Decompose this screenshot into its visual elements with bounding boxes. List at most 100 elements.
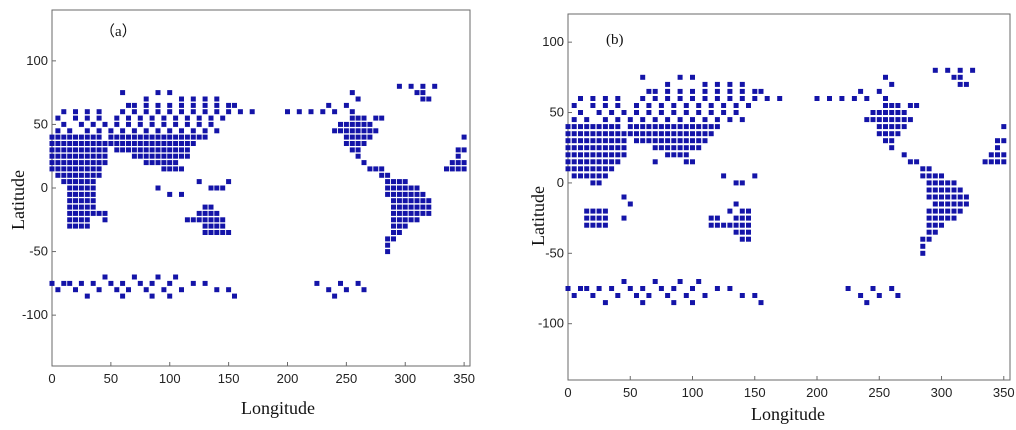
panel-a-data-point [373,115,379,121]
panel-a-data-point [90,153,96,159]
panel-b-data-point [901,152,907,158]
panel-b-data-point [652,131,658,137]
panel-a-data-point [102,210,108,216]
panel-a-data-point [326,102,332,108]
panel-a-data-point [84,128,90,134]
panel-b-data-point [957,201,963,207]
panel-b-data-point [615,103,621,108]
panel-a-data-point [96,115,102,121]
panel-b-data-point [640,96,646,101]
panel-a-data-point [343,141,349,146]
panel-a-data-point [355,141,361,146]
panel-b-data-point [665,124,671,130]
panel-b-data-point [609,286,615,291]
panel-b-data-point [690,300,695,306]
panel-a-data-point [349,134,355,140]
panel-a-data-point [167,280,173,286]
panel-a-data-point [149,134,155,140]
panel-a-data-point [149,293,155,299]
panel-a-data-point [426,198,432,204]
panel-b-data-point [658,124,664,130]
panel-b-data-point [596,222,602,228]
panel-a-data-point [196,179,202,185]
panel-b-data-point [883,117,888,123]
panel-a-data-point [67,128,73,134]
panel-a-data-point [461,166,467,172]
panel-b-data-point [957,194,963,200]
panel-a-data-point [220,223,226,229]
panel-b-data-point [671,131,677,137]
panel-b-data-point [578,173,583,179]
panel-a-data-point [179,153,184,159]
panel-a-data-point [355,153,361,159]
panel-b-data-point [739,180,745,186]
panel-b-data-point [571,131,577,137]
panel-b-data-point [739,215,745,221]
panel-b-data-point [578,138,583,144]
panel-a-data-point [73,217,78,223]
panel-b-data-point [665,88,671,94]
panel-a-data-point [179,191,184,197]
panel-a-data-point [73,191,78,197]
panel-b-data-point [584,124,590,130]
panel-b-data-point [634,103,639,108]
panel-a-xtick-label: 100 [159,371,181,386]
panel-a-data-point [143,109,149,115]
panel-b-data-point [733,180,739,186]
panel-b-data-point [627,124,633,130]
panel-b-ytick-label: 0 [557,175,564,190]
panel-b-data-point [565,159,571,165]
panel-a-data-point [455,160,461,166]
panel-b-data-point [945,215,951,221]
panel-a-data-point [90,147,96,153]
panel-b-data-point [702,124,708,130]
panel-b-data-point [758,300,764,306]
panel-a-data-point [78,210,84,216]
panel-b-data-point [864,117,870,123]
panel-a-data-point [373,166,379,172]
panel-a-data-point [226,230,232,235]
panel-a-data-point [414,90,420,96]
panel-a-data-point [167,128,173,134]
panel-b-data-point [665,131,671,137]
panel-a-data-point [73,172,78,178]
panel-b-data-point [939,201,944,207]
panel-a-data-point [432,83,438,89]
panel-a-data-point [220,217,226,223]
panel-b-data-point [926,166,932,172]
panel-a-data-point [414,198,420,204]
panel-b-data-point [970,67,976,73]
panel-b-data-point [727,88,733,94]
panel-a-data-point [179,109,184,115]
panel-a-data-point [402,210,408,216]
panel-a-data-point [202,204,208,210]
panel-b-data-point [602,124,608,130]
panel-a-data-point [143,160,149,166]
panel-b-data-point [932,67,938,73]
panel-b-data-point [627,117,633,123]
panel-b-data-point [889,138,895,144]
panel-b-data-point [733,215,739,221]
panel-b-data-point [932,201,938,207]
panel-b-data-point [864,300,870,306]
panel-a-data-point [167,160,173,166]
panel-a-data-point [126,115,131,121]
panel-b-data-point [851,96,857,101]
panel-a-data-point [67,204,73,210]
panel-b-data-point [721,103,727,108]
panel-a-data-point [73,204,78,210]
panel-b-data-point [671,103,677,108]
panel-a-data-point [402,198,408,204]
panel-b-data-point [957,67,963,73]
panel-a-data-point [67,191,73,197]
panel-b-xtick-label: 350 [993,385,1015,400]
panel-a-data-point [67,172,73,178]
panel-b-ticks: 0 50 100 150 200 250 300 350 100 50 0 -50 -100 [538,34,1015,400]
panel-a-data-point [167,191,173,197]
panel-b-data-point [571,103,577,108]
panel-a-data-point [161,147,167,153]
panel-b-data-point [752,293,758,298]
panel-a-data-point [379,166,385,172]
panel-b-data-point [876,131,882,137]
panel-b-data-point [565,124,571,130]
